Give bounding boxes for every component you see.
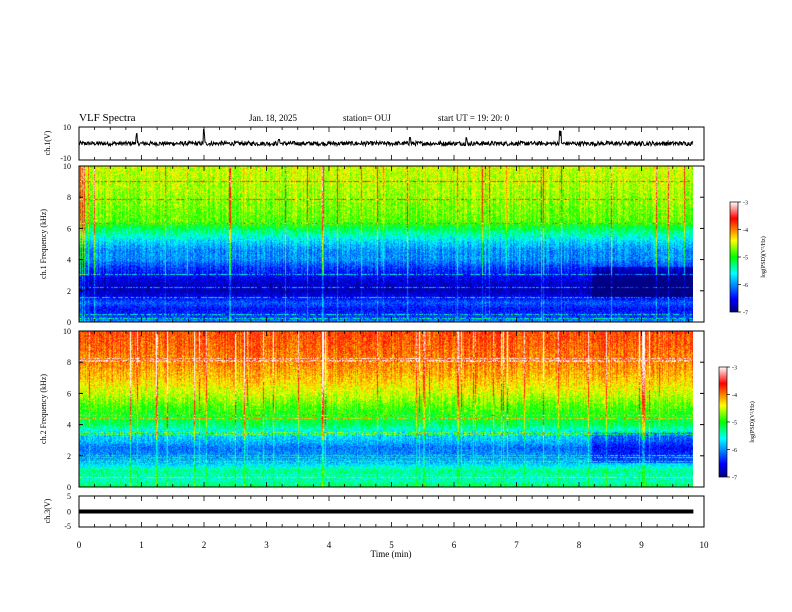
ch1-colorbar: [729, 201, 739, 313]
spec-ytick-label: 10: [63, 327, 71, 336]
time-tick-label: 1: [139, 540, 144, 550]
ch3-ytick-top: 5: [67, 492, 71, 501]
spec-ytick-label: 0: [67, 318, 71, 327]
colorbar-tick-label: -4: [743, 228, 748, 234]
ch3-ytick-bottom: -5: [64, 522, 71, 531]
ch2-colorbar-label: log(PSD)(V²/Hz): [749, 401, 756, 442]
time-tick-label: 2: [202, 540, 207, 550]
ch1-colorbar-label: log(PSD)(V²/Hz): [760, 236, 767, 277]
time-axis-ticks: 0 1 2 3 4 5 6 7 8 9 10: [77, 127, 709, 550]
ch1-spec-ylabel: ch.1 Frequency (kHz): [39, 209, 48, 279]
panel-ch3-waveform: 5 -5 ch.3(V) 0: [43, 492, 705, 531]
spec-ytick-label: 2: [67, 287, 71, 296]
colorbar-tick-label: -6: [732, 448, 737, 454]
ch2-spectrogram-image: [79, 331, 693, 487]
spec-ytick-label: 4: [67, 256, 71, 265]
ch1-waveform-line: [78, 129, 694, 148]
time-tick-label: 6: [452, 540, 457, 550]
spec-ytick-label: 8: [67, 358, 71, 367]
ch2-spec-yticks: 0 2 4 6 8 10: [63, 327, 704, 492]
spec-ytick-label: 0: [67, 483, 71, 492]
ch2-colorbar: [718, 366, 728, 478]
spec-ytick-label: 6: [67, 389, 71, 398]
ch3-ytick-mid: 0: [67, 508, 71, 517]
colorbar-tick-label: -5: [743, 256, 748, 262]
colorbar-tick-label: -3: [732, 366, 737, 372]
time-tick-label: 7: [514, 540, 519, 550]
colorbar-tick-label: -5: [732, 421, 737, 427]
colorbar-tick-label: -3: [743, 201, 748, 207]
time-tick-label: 5: [389, 540, 394, 550]
start-time-label: start UT = 19: 20: 0: [438, 113, 510, 123]
ch2-spec-ylabel: ch.2 Frequency (kHz): [39, 374, 48, 444]
colorbar-tick-label: -4: [732, 393, 737, 399]
time-tick-label: 0: [77, 540, 82, 550]
colorbar-tick-label: -7: [732, 476, 737, 482]
spec-ytick-label: 6: [67, 224, 71, 233]
spec-ytick-label: 10: [63, 162, 71, 171]
time-tick-label: 3: [264, 540, 269, 550]
figure-title: VLF Spectra: [79, 112, 136, 124]
time-tick-label: 4: [327, 540, 332, 550]
colorbar-tick-label: -6: [743, 283, 748, 289]
ch1-ylabel: ch.1(V): [43, 130, 52, 155]
date-label: Jan. 18, 2025: [249, 113, 297, 123]
ch1-ytick-bottom: -10: [60, 154, 71, 163]
ch2-colorbar-ticks: -3 -4 -5 -6 -7: [727, 366, 737, 482]
time-tick-label: 10: [700, 540, 710, 550]
station-label: station= OUJ: [343, 113, 391, 123]
spec-ytick-label: 8: [67, 193, 71, 202]
panel-ch1-waveform: 10 -10 ch.1(V): [43, 123, 705, 163]
colorbar-tick-label: -7: [743, 311, 748, 317]
spec-ytick-label: 4: [67, 421, 71, 430]
time-axis-label: Time (min): [371, 549, 412, 559]
ch1-spectrogram-image: [79, 166, 693, 322]
spec-ytick-label: 2: [67, 452, 71, 461]
ch3-ylabel: ch.3(V): [43, 498, 52, 523]
ch1-ytick-top: 10: [63, 123, 71, 132]
ch1-colorbar-ticks: -3 -4 -5 -6 -7: [738, 201, 748, 317]
ch1-spec-yticks: 0 2 4 6 8 10: [63, 162, 704, 327]
time-tick-label: 9: [639, 540, 644, 550]
time-tick-label: 8: [577, 540, 582, 550]
